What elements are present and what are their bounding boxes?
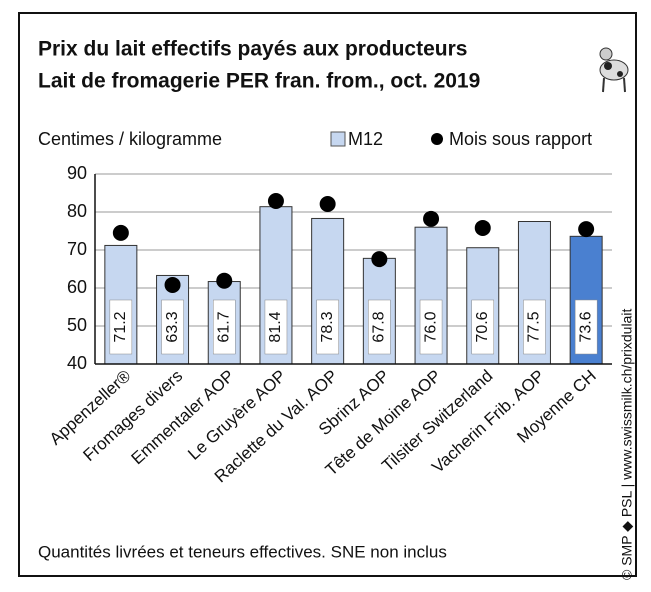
legend-label: M12 [348, 129, 383, 149]
dot [474, 219, 491, 236]
y-tick-label: 90 [67, 163, 87, 183]
label-box [213, 299, 236, 355]
label-box [471, 299, 494, 355]
value-label: 81.4 [267, 311, 284, 342]
legend-swatch [431, 133, 443, 145]
value-label: 70.6 [474, 311, 491, 342]
footnote: Quantités livrées et teneurs effectives.… [38, 542, 447, 561]
dot [371, 251, 388, 268]
legend-label: Mois sous rapport [449, 129, 592, 149]
y-axis-label: Centimes / kilogramme [38, 129, 222, 149]
value-label: 78.3 [319, 311, 336, 342]
chart-title: Prix du lait effectifs payés aux product… [38, 38, 467, 61]
y-tick-label: 40 [67, 353, 87, 373]
chart-subtitle: Lait de fromagerie PER fran. from., oct.… [38, 70, 480, 93]
label-box [523, 299, 546, 355]
legend-swatch [330, 131, 346, 147]
label-box [419, 299, 443, 355]
label-box [264, 299, 288, 355]
label-box [161, 299, 184, 355]
dot [578, 221, 595, 238]
frame [18, 12, 637, 577]
dot [267, 192, 284, 209]
y-tick-label: 50 [67, 315, 87, 335]
dot [112, 224, 129, 241]
value-label: 63.3 [164, 311, 181, 342]
label-box [316, 299, 339, 355]
y-tick-label: 70 [67, 239, 87, 259]
label-box [109, 299, 133, 355]
label-box [574, 299, 598, 355]
y-tick-label: 80 [67, 201, 87, 221]
source: © SMP ◆ PSL | www.swissmilk.ch/prixdulai… [619, 309, 635, 580]
dot [423, 210, 440, 227]
dot [216, 272, 233, 289]
value-label: 71.2 [112, 311, 129, 342]
dot [319, 196, 336, 213]
y-tick-label: 60 [67, 277, 87, 297]
dot [164, 276, 181, 293]
label-box [368, 299, 391, 355]
value-label: 76.0 [422, 311, 439, 342]
value-label: 61.7 [215, 311, 232, 342]
cow-icon [599, 47, 629, 93]
value-label: 77.5 [526, 311, 543, 342]
value-label: 67.8 [371, 311, 388, 342]
value-label: 73.6 [577, 311, 594, 342]
